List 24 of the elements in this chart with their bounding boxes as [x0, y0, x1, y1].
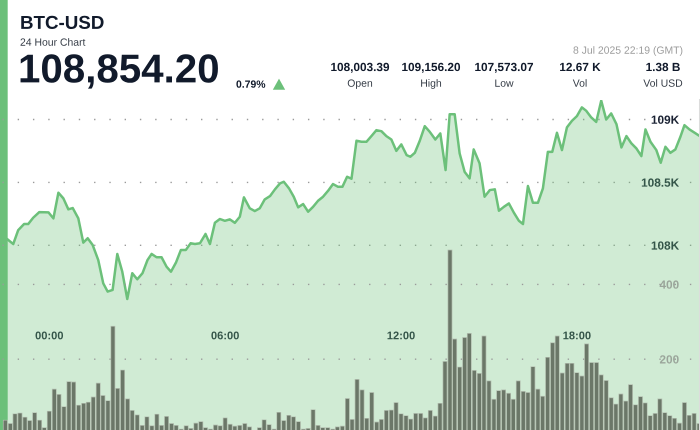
text: Vol — [572, 79, 587, 87]
y-tick-label: 108K — [652, 241, 680, 250]
x-tick-label: 00:00 — [36, 332, 64, 340]
x-tick-label: 06:00 — [211, 332, 239, 340]
text: 109,156.20 — [402, 62, 460, 73]
text: 107,573.07 — [475, 62, 534, 73]
text: High — [421, 79, 442, 89]
x-tick-label: 12:00 — [388, 332, 415, 340]
x-tick-label: 18:00 — [563, 332, 591, 340]
text: Open — [348, 79, 372, 89]
y2-tick-label: 400 — [660, 280, 679, 289]
text: 1.38 B — [646, 62, 680, 72]
text: 108,003.39 — [331, 62, 390, 73]
chart-subtitle: 24 Hour Chart — [20, 38, 86, 46]
text: 0.79% — [236, 80, 266, 88]
y-tick-label: 108.5K — [642, 178, 680, 187]
chart-title: BTC-USD — [21, 16, 104, 30]
y2-tick-label: 200 — [660, 355, 679, 364]
text: 8 Jul 2025 22:19 (GMT) — [573, 46, 682, 56]
text: Vol USD — [643, 79, 682, 87]
text: Low — [495, 80, 514, 87]
text: 108,854.20 — [20, 54, 218, 89]
text: 12.67 K — [560, 62, 601, 72]
y-tick-label: 109K — [652, 116, 680, 124]
